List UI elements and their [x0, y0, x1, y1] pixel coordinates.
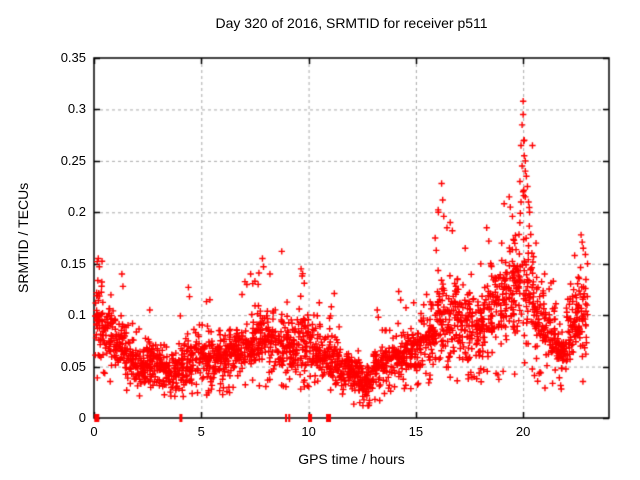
- x-tick-label: 15: [408, 424, 424, 439]
- y-tick-label: 0: [78, 410, 86, 425]
- chart-title: Day 320 of 2016, SRMTID for receiver p51…: [215, 15, 488, 31]
- x-tick-label: 10: [301, 424, 316, 439]
- x-tick-label: 20: [515, 424, 531, 439]
- x-axis-label: GPS time / hours: [298, 451, 405, 467]
- y-tick-label: 0.3: [67, 101, 86, 117]
- y-tick-label: 0.15: [60, 255, 86, 271]
- y-tick-label: 0.1: [67, 307, 86, 323]
- y-tick-label: 0.05: [60, 358, 86, 374]
- x-tick-label: 5: [197, 424, 205, 439]
- x-tick-label: 0: [90, 424, 98, 439]
- y-tick-label: 0.25: [60, 152, 86, 168]
- y-tick-label: 0.2: [67, 204, 86, 220]
- y-tick-label: 0.35: [60, 50, 86, 65]
